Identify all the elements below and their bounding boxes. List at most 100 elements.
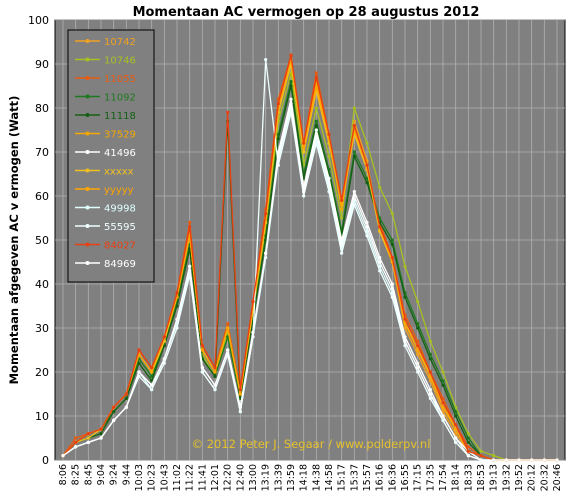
x-tick-label: 18:14 [451, 464, 462, 491]
data-point [466, 445, 470, 449]
x-tick-label: 9:04 [96, 464, 107, 485]
legend-item-37529: 37529 [75, 130, 136, 141]
data-point [302, 194, 306, 198]
data-point [378, 269, 382, 273]
x-tick-label: 14:38 [311, 464, 322, 491]
x-tick-label: 20:12 [527, 464, 538, 491]
data-point [213, 374, 217, 378]
data-point [416, 352, 420, 356]
data-point [352, 150, 356, 154]
legend-label: 55595 [104, 222, 136, 233]
x-tick-label: 13:00 [248, 464, 259, 491]
data-point [188, 220, 192, 224]
legend-item-11092: 11092 [75, 93, 136, 104]
data-point [390, 238, 394, 242]
data-point [390, 256, 394, 260]
legend-label: 84969 [104, 259, 136, 270]
legend-item-84969: 84969 [75, 259, 136, 270]
data-point [137, 361, 141, 365]
data-point [226, 348, 230, 352]
legend-item-11118: 11118 [75, 111, 136, 122]
legend-swatch-marker [85, 168, 90, 173]
data-point [150, 370, 154, 374]
legend-swatch-marker [85, 94, 90, 99]
data-point [403, 322, 407, 326]
x-tick-label: 19:32 [501, 464, 512, 491]
y-tick-label: 30 [35, 322, 49, 335]
data-point [365, 225, 369, 229]
x-tick-label: 8:45 [83, 464, 94, 485]
legend-swatch-marker [85, 57, 90, 62]
data-point [162, 344, 166, 348]
data-point [124, 396, 128, 400]
x-tick-label: 19:52 [514, 464, 525, 491]
legend-item-49998: 49998 [75, 204, 136, 215]
data-point [238, 405, 242, 409]
x-tick-label: 10:23 [147, 464, 158, 491]
data-point [504, 458, 508, 462]
data-point [340, 242, 344, 246]
data-point [441, 410, 445, 414]
x-tick-label: 17:54 [438, 464, 449, 491]
x-tick-label: 10:43 [159, 464, 170, 491]
data-point [441, 405, 445, 409]
data-point [365, 176, 369, 180]
data-point [416, 361, 420, 365]
data-point [314, 124, 318, 128]
data-point [251, 300, 255, 304]
data-point [289, 53, 293, 57]
y-axis-ticks: 0 10 20 30 40 50 60 70 80 90 100 [28, 14, 49, 467]
data-point [416, 326, 420, 330]
data-point [289, 97, 293, 101]
x-tick-label: 14:18 [299, 464, 310, 491]
data-point [137, 370, 141, 374]
data-point [517, 458, 521, 462]
series-line-84969 [62, 103, 557, 461]
x-tick-label: 8:06 [58, 464, 69, 485]
series-line-11118 [62, 85, 557, 461]
data-point [264, 238, 268, 242]
data-point [150, 379, 154, 383]
data-point [226, 326, 230, 330]
data-point [61, 454, 65, 458]
data-point [378, 185, 382, 189]
data-point [428, 357, 432, 361]
legend-label: 37529 [104, 130, 136, 141]
data-point [403, 344, 407, 348]
data-point [238, 392, 242, 396]
data-point [340, 198, 344, 202]
data-point [327, 154, 331, 158]
data-point [428, 388, 432, 392]
data-point [416, 370, 420, 374]
y-tick-label: 80 [35, 102, 49, 115]
data-point [314, 106, 318, 110]
x-tick-label: 12:40 [235, 464, 246, 491]
data-point [188, 264, 192, 268]
x-tick-label: 17:35 [425, 464, 436, 491]
data-point [162, 357, 166, 361]
data-point [226, 335, 230, 339]
legend-item-84027: 84027 [75, 241, 136, 252]
data-point [314, 141, 318, 145]
x-tick-label: 9:24 [109, 464, 120, 485]
data-point [200, 370, 204, 374]
legend-label: 11055 [104, 74, 136, 85]
data-point [86, 436, 90, 440]
data-point [314, 84, 318, 88]
y-tick-label: 0 [42, 454, 49, 467]
data-point [327, 181, 331, 185]
x-tick-label: 19:13 [489, 464, 500, 491]
data-point [150, 388, 154, 392]
data-point [466, 454, 470, 458]
legend-label: 49998 [104, 204, 136, 215]
x-tick-label: 18:33 [463, 464, 474, 491]
data-point [428, 370, 432, 374]
data-point [302, 146, 306, 150]
data-point [428, 352, 432, 356]
data-point [365, 163, 369, 167]
data-point [213, 383, 217, 387]
data-point [302, 150, 306, 154]
data-point [112, 410, 116, 414]
